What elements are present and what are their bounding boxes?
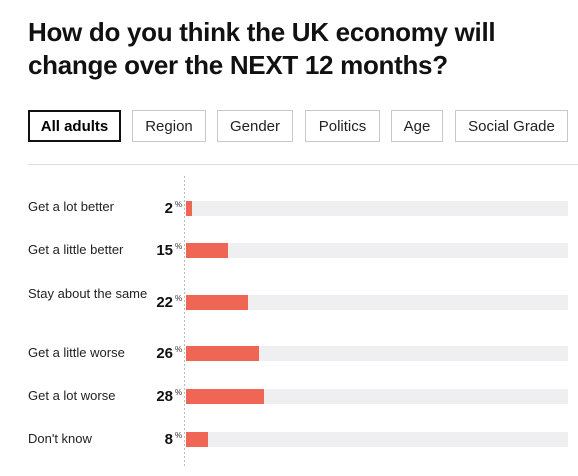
bar-percent-sign: % [175,345,183,354]
bar-label: Get a little better [28,242,124,257]
tab-region[interactable]: Region [132,110,206,142]
bar-value: 2 [164,200,173,217]
tab-gender[interactable]: Gender [217,110,293,142]
bar-track [186,389,568,404]
bar-track [186,346,568,361]
bar-percent-sign: % [175,200,183,209]
bar-value: 15 [156,242,173,259]
bar-label: Stay about the same [28,286,148,301]
bar-label: Get a lot worse [28,388,116,403]
bar-track [186,243,568,258]
tab-social-grade[interactable]: Social Grade [455,110,568,142]
bar [186,346,259,361]
tab-age[interactable]: Age [391,110,443,142]
chart-axis-line [184,176,185,466]
bar [186,295,248,310]
bar [186,389,265,404]
bar-value: 22 [156,294,173,311]
bar-track [186,201,568,216]
page-title: How do you think the UK economy will cha… [28,17,496,80]
bar-track [186,432,568,447]
bar-percent-sign: % [175,431,183,440]
bar-value: 8 [164,431,173,448]
bar-value: 28 [156,388,173,405]
tab-all-adults[interactable]: All adults [28,110,121,142]
bar-label: Get a little worse [28,345,125,360]
bar-percent-sign: % [175,388,183,397]
bar-label: Get a lot better [28,199,114,214]
tab-politics[interactable]: Politics [305,110,380,142]
bar-percent-sign: % [175,294,183,303]
bar-value: 26 [156,345,173,362]
bar-percent-sign: % [175,242,183,251]
bar [186,201,192,216]
bar-track [186,295,568,310]
bar [186,432,209,447]
bar-label: Don't know [28,431,92,446]
divider [28,164,578,165]
bar [186,243,228,258]
